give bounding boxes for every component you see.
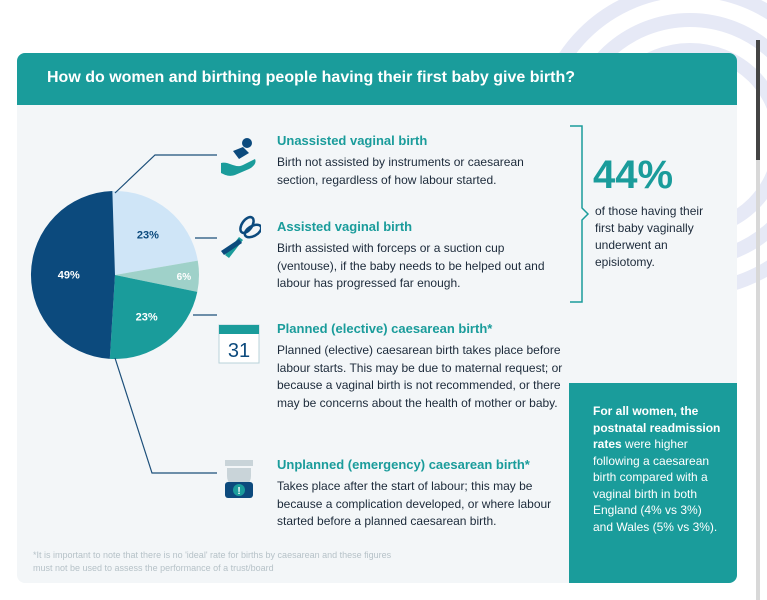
svg-text:31: 31 — [228, 340, 250, 362]
episiotomy-stat-desc: of those having their first baby vaginal… — [595, 204, 704, 269]
section-desc: Birth assisted with forceps or a suction… — [277, 241, 545, 290]
section-title: Unassisted vaginal birth — [277, 133, 428, 148]
pie-slice-0 — [30, 191, 115, 359]
pie-label-3: 23% — [136, 311, 158, 323]
header-bar: How do women and birthing people having … — [17, 53, 737, 105]
section-desc: Takes place after the start of labour; t… — [277, 479, 552, 528]
pie-slice-2 — [115, 260, 199, 292]
pie-slice-1 — [112, 190, 198, 275]
page-title: How do women and birthing people having … — [47, 69, 576, 86]
bracket — [570, 125, 590, 303]
readmission-rest: were higher following a caesarean birth … — [593, 437, 718, 534]
section-assisted: Assisted vaginal birth Birth assisted wi… — [277, 219, 567, 293]
infographic-card: How do women and birthing people having … — [17, 53, 737, 583]
episiotomy-stat-value: 44% — [593, 153, 674, 197]
section-desc: Birth not assisted by instruments or cae… — [277, 155, 524, 187]
leader-line-unassisted — [114, 154, 217, 194]
section-title: Planned (elective) caesarean birth* — [277, 321, 493, 336]
footnote: *It is important to note that there is n… — [33, 550, 392, 573]
svg-text:!: ! — [237, 486, 240, 497]
section-unassisted: Unassisted vaginal birth Birth not assis… — [277, 133, 567, 189]
emergency-light-icon: ! — [225, 460, 253, 498]
readmission-text: For all women, the postnatal readmission… — [593, 403, 723, 535]
scrollbar-thumb[interactable] — [756, 40, 760, 160]
section-desc: Planned (elective) caesarean birth takes… — [277, 343, 563, 410]
scrollbar-track[interactable] — [756, 40, 760, 600]
calendar-icon: 31 — [218, 324, 260, 364]
baby-in-hand-icon — [221, 138, 256, 176]
section-title: Unplanned (emergency) caesarean birth* — [277, 457, 530, 472]
leader-line-unplanned — [114, 357, 217, 474]
forceps-icon — [221, 215, 261, 258]
pie-slice-3 — [109, 275, 198, 360]
section-unplanned-caesarean: Unplanned (emergency) caesarean birth* T… — [277, 457, 567, 531]
readmission-callout: For all women, the postnatal readmission… — [569, 383, 737, 583]
pie-label-2: 6% — [177, 272, 192, 283]
section-planned-caesarean: Planned (elective) caesarean birth* Plan… — [277, 321, 567, 412]
section-title: Assisted vaginal birth — [277, 219, 413, 234]
readmission-bold: For all women, the postnatal readmission… — [593, 404, 721, 451]
pie-label-1: 23% — [137, 230, 159, 242]
pie-label-0: 49% — [58, 269, 80, 281]
birth-type-pie-chart: 23% 6% 23% 49% — [30, 154, 217, 474]
